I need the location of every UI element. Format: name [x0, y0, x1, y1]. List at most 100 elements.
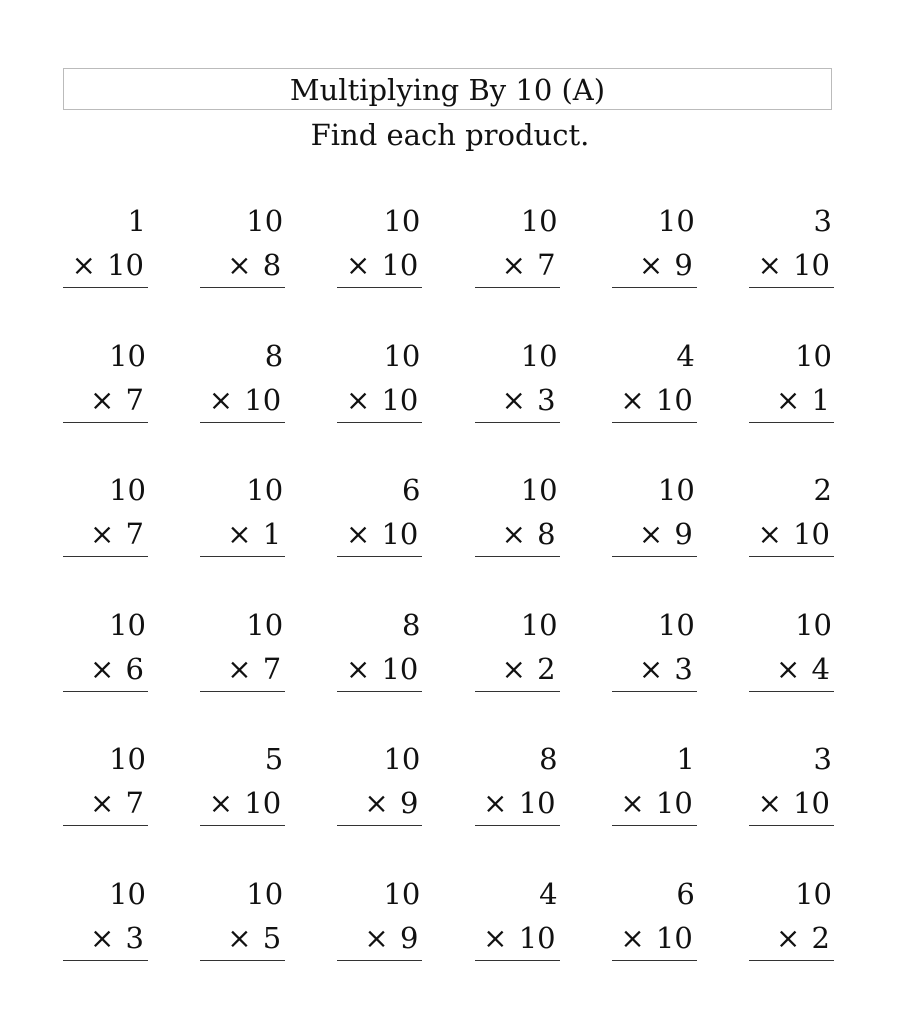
multiplier-line: × 10 — [200, 781, 286, 826]
multiplier: 10 — [655, 920, 693, 955]
multiplier: 10 — [655, 786, 693, 820]
times-operator: × — [71, 248, 96, 282]
multiplier: 10 — [107, 248, 144, 282]
multiplier: 9 — [674, 517, 693, 551]
multiplier: 5 — [262, 920, 282, 955]
multiplication-problem: 10 × 2 — [749, 872, 834, 961]
times-operator: × — [90, 651, 115, 686]
multiplication-problem: 4 × 10 — [611, 334, 697, 423]
multiplier-line: × 1 — [200, 512, 286, 557]
multiplier: 7 — [125, 786, 144, 820]
multiplier-line: × 9 — [337, 916, 423, 961]
multiplication-problem: 2 × 10 — [749, 468, 834, 557]
multiplication-problem: 10 × 7 — [63, 334, 148, 423]
times-operator: × — [757, 517, 782, 551]
multiplication-problem: 8 × 10 — [200, 334, 286, 423]
multiplier: 8 — [262, 248, 282, 282]
multiplicand: 6 — [401, 473, 421, 507]
times-operator: × — [345, 248, 371, 282]
multiplication-problem: 10 × 3 — [611, 603, 697, 692]
multiplier-line: × 10 — [200, 378, 286, 423]
multiplier: 9 — [674, 248, 693, 282]
multiplier-line: × 10 — [337, 378, 423, 423]
multiplicand: 10 — [109, 473, 146, 507]
multiplier: 10 — [793, 248, 830, 282]
times-operator: × — [776, 920, 801, 955]
multiplier: 7 — [537, 248, 556, 282]
multiplication-problem: 10 × 9 — [337, 737, 423, 826]
times-operator: × — [90, 786, 115, 820]
multiplication-problem: 10 × 2 — [474, 603, 560, 692]
multiplicand: 10 — [657, 607, 695, 642]
multiplier: 4 — [811, 651, 830, 686]
multiplicand: 8 — [264, 338, 284, 373]
multiplier-line: × 3 — [63, 916, 148, 961]
multiplier-line: × 3 — [474, 378, 560, 423]
multiplier-line: × 7 — [63, 512, 148, 557]
multiplier: 1 — [811, 382, 830, 417]
multiplicand: 10 — [246, 204, 284, 238]
multiplier: 3 — [674, 651, 693, 686]
times-operator: × — [776, 382, 801, 417]
multiplier: 10 — [381, 517, 419, 551]
multiplication-problem: 3 × 10 — [749, 737, 834, 826]
multiplier-line: × 7 — [474, 243, 560, 288]
multiplicand: 10 — [383, 876, 421, 911]
multiplicand: 6 — [676, 876, 695, 911]
multiplicand: 10 — [109, 742, 146, 776]
multiplication-problem: 10 × 6 — [63, 603, 148, 692]
multiplication-problem: 5 × 10 — [200, 737, 286, 826]
multiplicand: 10 — [246, 473, 284, 507]
times-operator: × — [227, 248, 252, 282]
times-operator: × — [208, 382, 234, 417]
multiplier: 3 — [537, 382, 556, 417]
times-operator: × — [208, 786, 234, 820]
multiplier: 3 — [125, 920, 144, 955]
multiplication-problem: 6 × 10 — [611, 872, 697, 961]
multiplier: 2 — [537, 651, 556, 686]
multiplier-line: × 10 — [337, 512, 423, 557]
multiplication-problem: 10 × 7 — [63, 468, 148, 557]
multiplier-line: × 7 — [63, 781, 148, 826]
times-operator: × — [364, 920, 389, 955]
times-operator: × — [638, 517, 664, 551]
times-operator: × — [638, 651, 664, 686]
multiplication-problem: 10 × 4 — [749, 603, 834, 692]
multiplier: 10 — [381, 382, 419, 417]
times-operator: × — [757, 786, 782, 820]
multiplicand: 10 — [795, 338, 832, 373]
multiplier-line: × 8 — [200, 243, 286, 288]
multiplicand: 10 — [520, 607, 558, 642]
multiplier-line: × 3 — [611, 647, 697, 692]
times-operator: × — [364, 786, 389, 820]
multiplication-problem: 10 × 7 — [63, 737, 148, 826]
multiplication-problem: 10 × 9 — [611, 199, 697, 288]
multiplication-problem: 8 × 10 — [337, 603, 423, 692]
multiplication-problem: 10 × 1 — [200, 468, 286, 557]
multiplier-line: × 9 — [337, 781, 423, 826]
multiplication-problem: 10 × 3 — [474, 334, 560, 423]
multiplier-line: × 10 — [337, 647, 423, 692]
multiplier-line: × 7 — [63, 378, 148, 423]
multiplier: 10 — [381, 248, 419, 282]
multiplier-line: × 5 — [200, 916, 286, 961]
multiplication-problem: 10 × 10 — [337, 199, 423, 288]
worksheet-instructions: Find each product. — [310, 118, 590, 152]
times-operator: × — [501, 517, 526, 551]
multiplication-problem: 10 × 9 — [337, 872, 423, 961]
multiplication-problem: 10 × 7 — [200, 603, 286, 692]
multiplication-problem: 8 × 10 — [474, 737, 560, 826]
multiplier-line: × 10 — [611, 378, 697, 423]
multiplicand: 3 — [813, 204, 832, 238]
times-operator: × — [90, 517, 115, 551]
times-operator: × — [345, 651, 371, 686]
multiplication-problem: 10 × 8 — [200, 199, 286, 288]
multiplicand: 10 — [657, 204, 695, 238]
multiplier: 1 — [262, 517, 282, 551]
multiplicand: 10 — [246, 876, 284, 911]
multiplier-line: × 2 — [749, 916, 834, 961]
times-operator: × — [90, 382, 115, 417]
times-operator: × — [483, 786, 508, 820]
multiplication-problem: 3 × 10 — [749, 199, 834, 288]
times-operator: × — [638, 248, 664, 282]
